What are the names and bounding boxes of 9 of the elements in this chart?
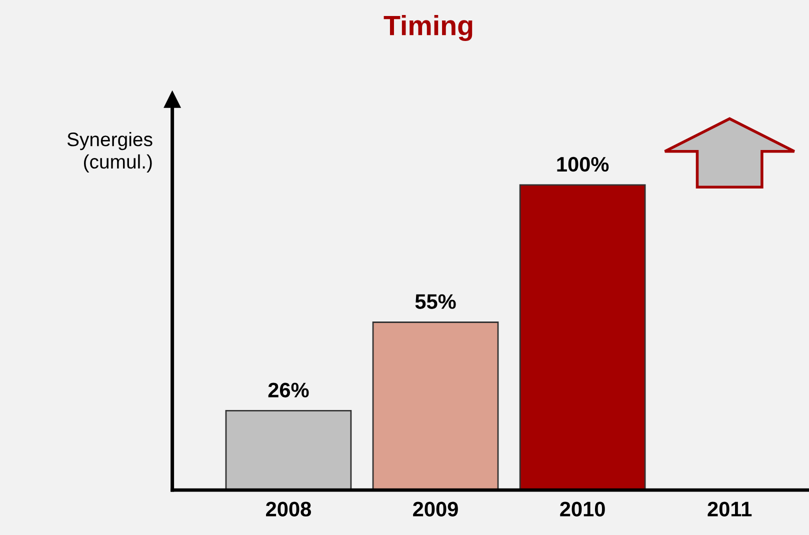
y-axis-title: Synergies (cumul.) [67, 132, 152, 172]
data-label: 100% [557, 156, 609, 172]
x-tick-label: 2009 [413, 502, 458, 516]
x-tick-label: 2010 [560, 502, 605, 516]
data-label: 55% [415, 294, 456, 309]
x-tick-label: 2011 [708, 502, 752, 516]
chart-title: Timing [384, 14, 472, 42]
x-tick-label: 2008 [266, 502, 312, 516]
data-label: 26% [268, 382, 309, 398]
